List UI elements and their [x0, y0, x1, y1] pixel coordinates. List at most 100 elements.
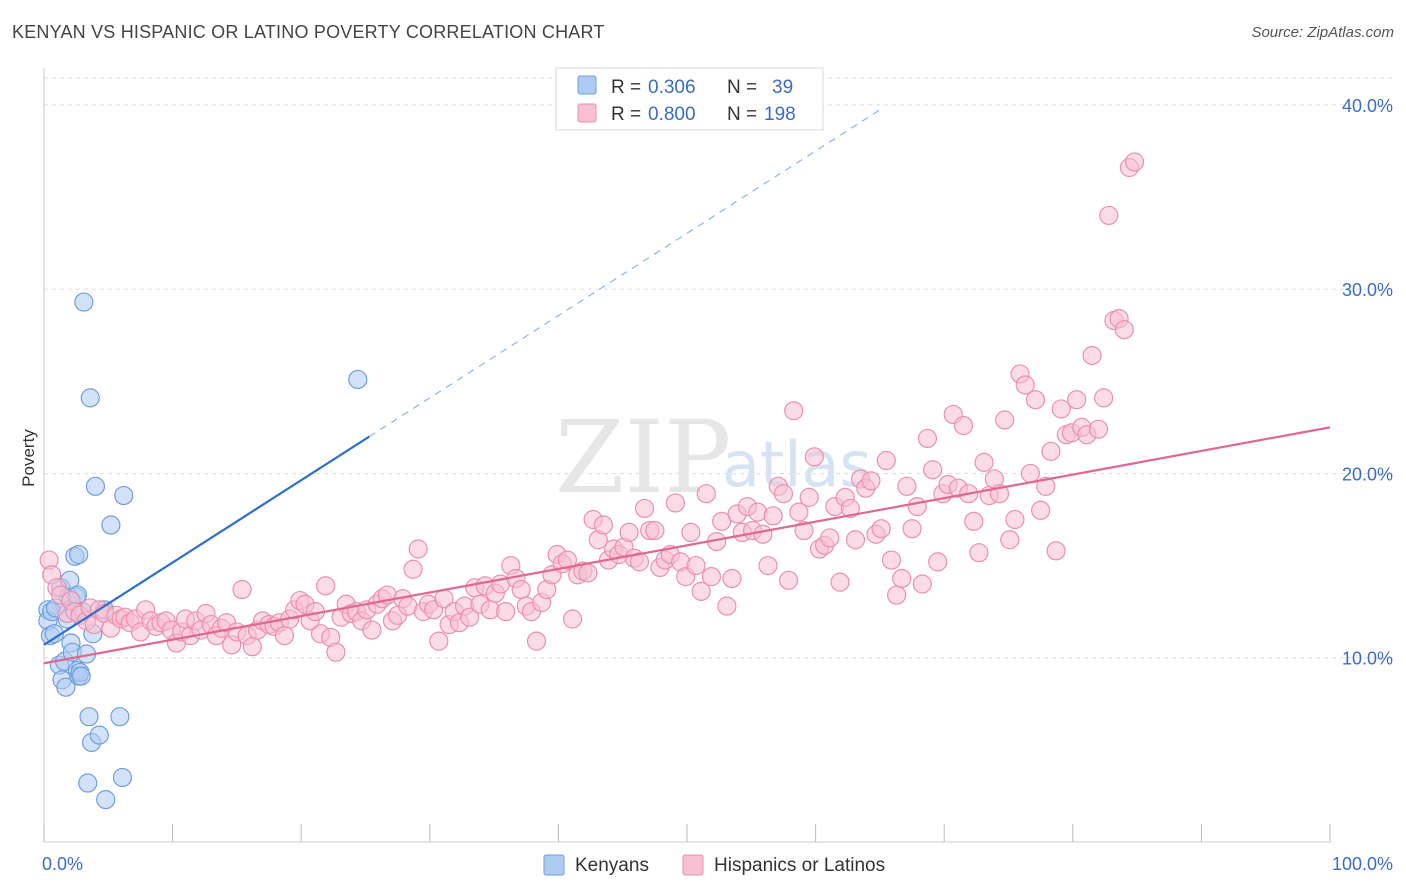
y-tick-label: 20.0% — [1342, 464, 1393, 484]
data-point — [912, 574, 932, 594]
data-point — [578, 563, 598, 583]
data-point — [348, 369, 368, 390]
data-point — [562, 609, 583, 629]
data-point — [773, 484, 794, 504]
y-tick-label: 40.0% — [1342, 96, 1393, 116]
data-point — [362, 620, 382, 640]
data-point — [557, 550, 578, 570]
data-point — [861, 471, 881, 491]
data-point — [974, 452, 994, 472]
legend-r-value: 0.800 — [648, 104, 696, 125]
legend-swatch-hispanics — [577, 103, 597, 123]
chart-title: KENYAN VS HISPANIC OR LATINO POVERTY COR… — [12, 22, 605, 42]
data-point — [74, 292, 94, 312]
data-point — [496, 602, 516, 622]
legend-box — [555, 67, 824, 131]
data-point — [969, 543, 989, 563]
legend-n-value: 39 — [772, 77, 793, 98]
trend-extension-kenyans — [369, 109, 881, 438]
data-point — [778, 570, 799, 590]
trend-lines — [43, 109, 1331, 665]
data-point — [110, 707, 130, 727]
data-point — [101, 515, 121, 535]
data-point — [799, 487, 819, 507]
source-label: Source: ZipAtlas.com — [1251, 24, 1394, 41]
data-point — [96, 790, 116, 810]
data-point — [712, 511, 732, 531]
data-point — [112, 767, 133, 788]
data-point — [686, 555, 706, 576]
data-point — [326, 642, 346, 662]
data-point — [274, 625, 295, 646]
legend-swatch-kenyans — [577, 75, 597, 95]
data-point — [1082, 345, 1102, 366]
data-point — [804, 447, 824, 467]
data-point — [876, 450, 896, 471]
data-point — [794, 520, 814, 541]
data-point — [85, 476, 106, 496]
data-point — [80, 388, 100, 408]
x-tick-max: 100.0% — [1332, 854, 1393, 874]
y-tick-labels: 10.0% 20.0% 30.0% 40.0% — [1342, 96, 1393, 669]
data-point — [56, 677, 76, 697]
data-point — [701, 567, 722, 587]
legend-r-label: R = — [611, 77, 641, 98]
legend-r-label: R = — [611, 104, 641, 125]
data-point — [892, 568, 912, 589]
data-point — [928, 552, 948, 572]
data-point — [665, 493, 686, 513]
data-point — [681, 522, 701, 543]
data-point — [763, 506, 783, 526]
data-point — [953, 415, 974, 436]
data-point — [917, 428, 938, 449]
y-tick-label: 30.0% — [1342, 280, 1393, 300]
legend-n-label: N = — [727, 104, 757, 125]
data-point — [845, 530, 866, 550]
data-point — [902, 519, 922, 539]
data-point — [840, 498, 860, 519]
data-point — [1036, 476, 1056, 496]
data-point — [71, 666, 91, 686]
data-point — [629, 552, 650, 572]
data-point — [722, 568, 742, 589]
data-point — [1046, 541, 1066, 561]
data-point — [316, 576, 336, 596]
data-point — [403, 559, 423, 579]
data-point — [429, 631, 449, 651]
legend-swatch-kenyans — [543, 854, 565, 876]
trend-line-hispanics — [43, 426, 1331, 665]
data-point — [1005, 509, 1025, 530]
series-kenyans — [38, 292, 368, 810]
legend-n-label: N = — [727, 77, 757, 98]
data-point — [79, 707, 99, 727]
data-point — [923, 460, 943, 480]
legend-r-value: 0.306 — [648, 77, 696, 98]
data-point — [1088, 419, 1109, 439]
data-point — [696, 484, 716, 504]
y-axis-label: Poverty — [19, 429, 38, 487]
data-point — [1000, 530, 1020, 550]
series-legend: Kenyans Hispanics or Latinos — [543, 854, 885, 876]
data-point — [232, 579, 252, 600]
data-point — [820, 528, 840, 548]
data-point — [645, 520, 665, 541]
data-point — [511, 579, 531, 600]
data-point — [1094, 388, 1114, 408]
data-point — [78, 773, 98, 793]
data-point — [1015, 375, 1035, 395]
legend-swatch-hispanics — [682, 854, 704, 876]
data-point — [1041, 441, 1061, 461]
x-tick-labels: 0.0% 100.0% — [42, 854, 1393, 874]
data-point — [1031, 500, 1051, 520]
data-point — [89, 725, 109, 745]
data-point — [408, 539, 428, 559]
data-point — [717, 596, 737, 616]
data-point — [242, 637, 262, 657]
data-point — [1124, 152, 1145, 172]
data-point — [907, 497, 927, 517]
legend-label-hispanics: Hispanics or Latinos — [714, 855, 885, 876]
data-point — [789, 502, 809, 522]
legend-n-value: 198 — [764, 104, 796, 125]
data-point — [634, 498, 655, 519]
